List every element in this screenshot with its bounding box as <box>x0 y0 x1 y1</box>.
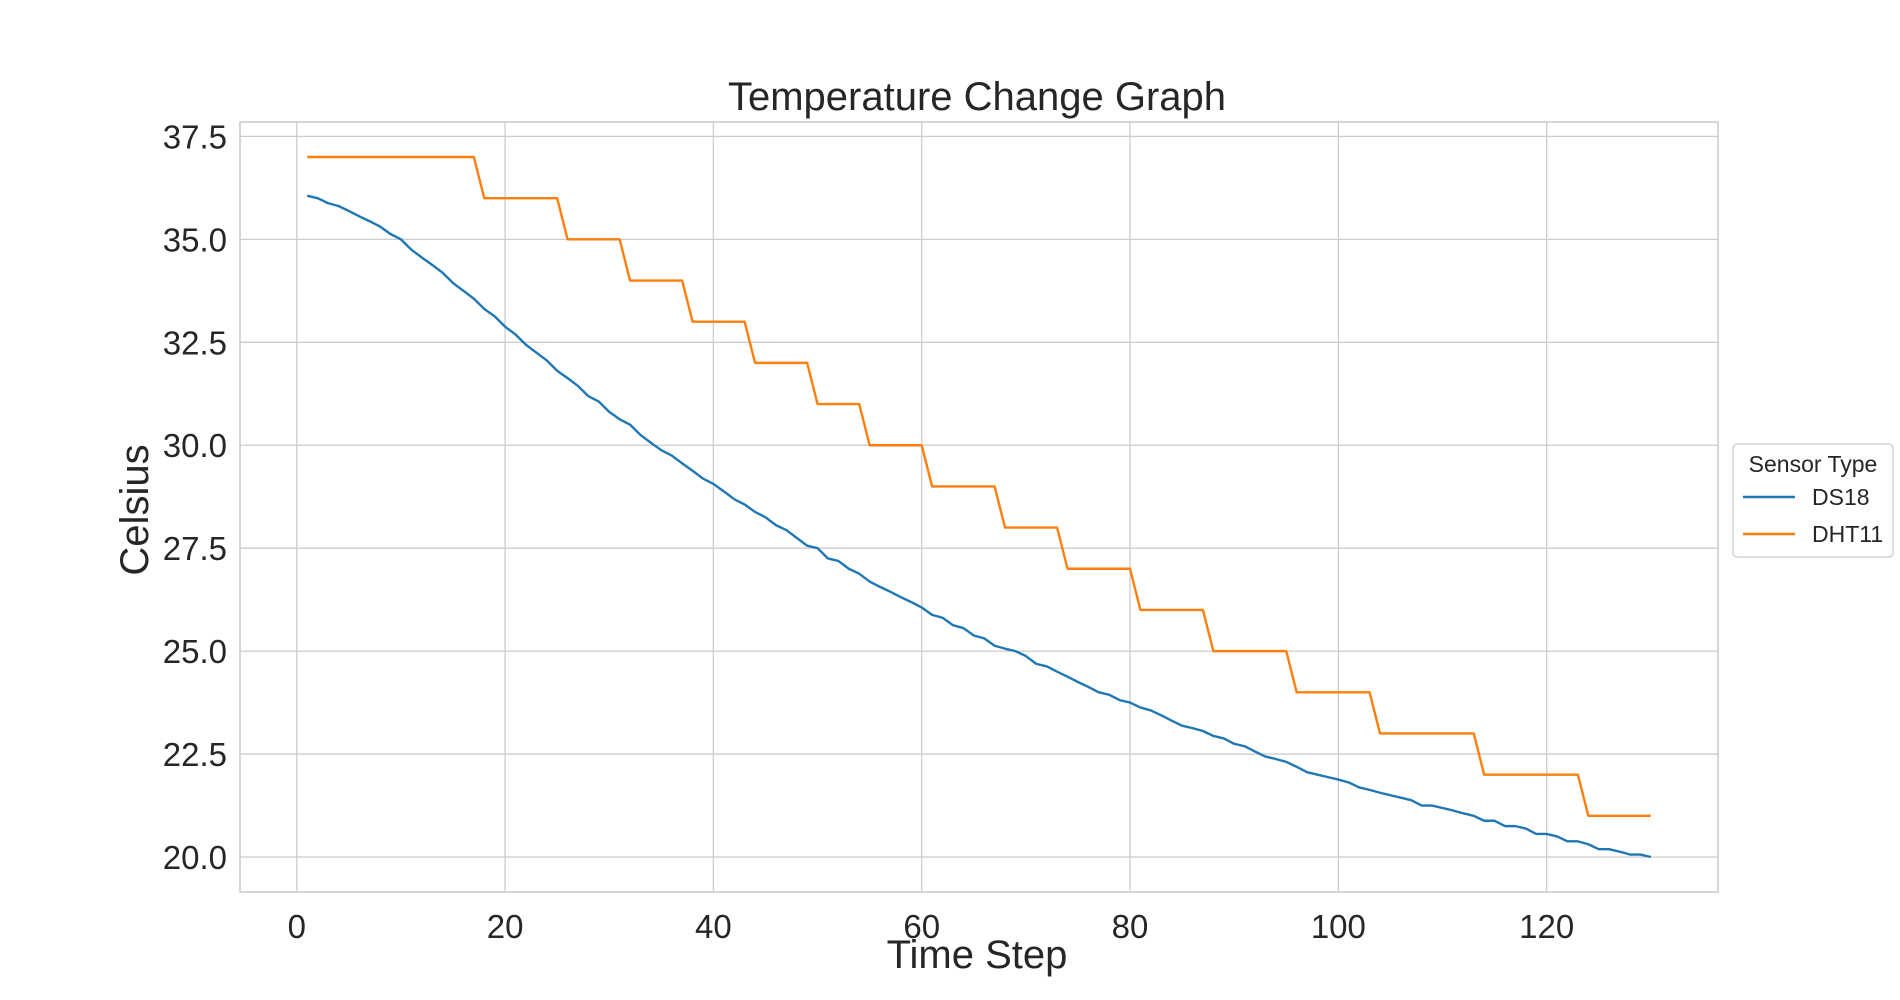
legend-label-dht11: DHT11 <box>1812 521 1883 547</box>
x-tick-label: 60 <box>903 908 940 945</box>
x-tick-label: 120 <box>1519 908 1574 945</box>
plot-background <box>240 122 1718 892</box>
series-line-ds18 <box>306 194 1652 859</box>
y-axis-label: Celsius <box>113 444 157 575</box>
legend-title: Sensor Type <box>1749 451 1878 477</box>
series-layer <box>306 155 1652 859</box>
y-tick-label: 30.0 <box>163 427 227 464</box>
x-tick-label: 40 <box>695 908 732 945</box>
y-tick-label: 25.0 <box>163 633 227 670</box>
x-axis-label: Time Step <box>887 933 1068 977</box>
legend-label-ds18: DS18 <box>1812 484 1870 510</box>
y-tick-label: 20.0 <box>163 839 227 876</box>
series-line-dht11 <box>307 155 1651 818</box>
x-tick-label: 0 <box>288 908 306 945</box>
x-tick-label: 80 <box>1112 908 1149 945</box>
y-tick-label: 35.0 <box>163 221 227 258</box>
grid-lines <box>240 122 1718 892</box>
chart-title: Temperature Change Graph <box>728 75 1226 119</box>
x-tick-label: 100 <box>1311 908 1366 945</box>
series-dht11 <box>307 155 1651 818</box>
x-tick-label: 20 <box>487 908 524 945</box>
series-ds18 <box>306 194 1652 859</box>
plot-area <box>240 122 1718 892</box>
plot-border <box>239 121 1719 893</box>
plot-frame <box>239 121 1719 893</box>
y-tick-label: 22.5 <box>163 736 227 773</box>
x-tick-labels: 0 20 40 60 80 100 120 <box>288 908 1575 945</box>
y-tick-label: 37.5 <box>163 118 227 155</box>
y-tick-label: 32.5 <box>163 324 227 361</box>
y-tick-labels: 20.0 22.5 25.0 27.5 30.0 32.5 35.0 37.5 <box>163 118 227 876</box>
legend-box <box>1732 443 1894 558</box>
y-tick-label: 27.5 <box>163 530 227 567</box>
legend: Sensor Type DS18 DHT11 <box>1732 443 1894 558</box>
